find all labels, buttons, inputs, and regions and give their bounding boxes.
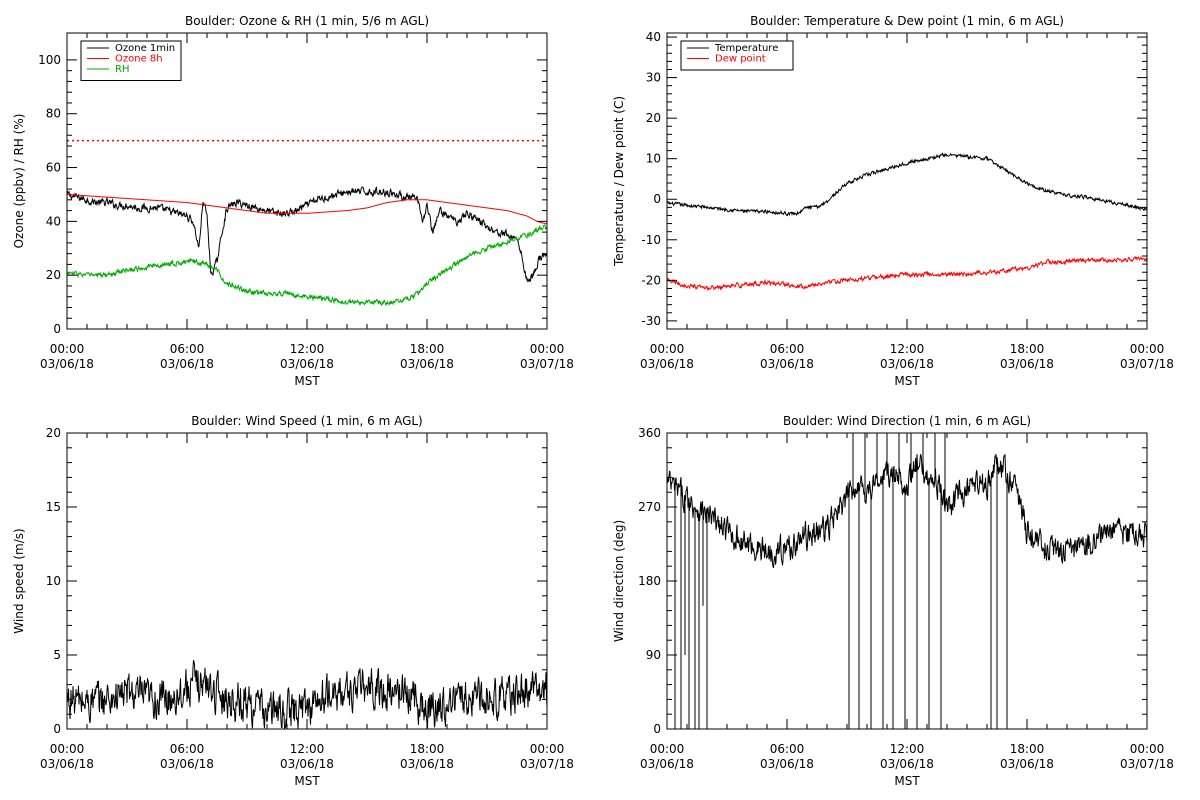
chart-title: Boulder: Wind Speed (1 min, 6 m AGL)	[191, 414, 423, 428]
x-tick-label-time: 00:00	[50, 742, 85, 756]
y-tick-label: 10	[46, 574, 61, 588]
x-tick-label-time: 18:00	[1010, 742, 1045, 756]
y-tick-label: 20	[46, 426, 61, 440]
x-tick-label-date: 03/06/18	[880, 357, 934, 371]
chart-title: Boulder: Temperature & Dew point (1 min,…	[750, 14, 1064, 28]
y-tick-label: -10	[641, 233, 661, 247]
y-axis-label: Temperature / Dew point (C)	[612, 96, 626, 267]
legend-entry: Ozone 1min	[115, 43, 175, 54]
y-tick-label: 15	[46, 500, 61, 514]
y-axis-label: Wind direction (deg)	[612, 520, 626, 642]
x-tick-label-date: 03/06/18	[880, 757, 934, 771]
x-axis-label: MST	[294, 374, 320, 388]
x-tick-label-time: 00:00	[650, 342, 685, 356]
series-line-1	[67, 186, 547, 284]
x-tick-label-time: 12:00	[890, 342, 925, 356]
chart-panel-1: Boulder: Ozone & RH (1 min, 5/6 m AGL) Oz…	[12, 14, 574, 388]
y-tick-label: 40	[46, 214, 61, 228]
y-tick-label: 80	[46, 107, 61, 121]
x-tick-label-time: 06:00	[170, 742, 205, 756]
y-tick-label: 0	[53, 722, 61, 736]
x-tick-label-date: 03/06/18	[280, 357, 334, 371]
y-tick-label: 20	[46, 268, 61, 282]
x-tick-label-time: 00:00	[1130, 342, 1165, 356]
chart-panel-4: Boulder: Wind Direction (1 min, 6 m AGL)…	[612, 414, 1174, 788]
series-line-1	[67, 660, 547, 729]
y-tick-label: 60	[46, 161, 61, 175]
x-axis-label: MST	[894, 774, 920, 788]
x-tick-label-date: 03/07/18	[1120, 357, 1174, 371]
x-tick-label-date: 03/06/18	[400, 357, 454, 371]
x-tick-label-time: 06:00	[170, 342, 205, 356]
y-tick-label: 0	[653, 722, 661, 736]
y-axis-label: Wind speed (m/s)	[12, 528, 26, 633]
y-tick-label: -20	[641, 273, 661, 287]
y-tick-label: 90	[646, 648, 661, 662]
legend-entry: Temperature	[714, 43, 778, 54]
chart-panel-3: Boulder: Wind Speed (1 min, 6 m AGL) Wind…	[12, 414, 574, 788]
x-tick-label-date: 03/06/18	[400, 757, 454, 771]
x-tick-label-date: 03/06/18	[1000, 357, 1054, 371]
chart-panel-2: Boulder: Temperature & Dew point (1 min,…	[612, 14, 1174, 388]
y-tick-label: -30	[641, 314, 661, 328]
y-axis-label: Ozone (ppbv) / RH (%)	[12, 114, 26, 249]
x-tick-label-time: 18:00	[410, 342, 445, 356]
y-tick-label: 180	[638, 574, 661, 588]
x-tick-label-date: 03/07/18	[520, 357, 574, 371]
x-tick-label-time: 00:00	[530, 342, 565, 356]
legend-entry: Ozone 8h	[115, 54, 163, 65]
legend-entry: Dew point	[715, 54, 766, 65]
x-tick-label-time: 18:00	[1010, 342, 1045, 356]
x-tick-label-date: 03/07/18	[1120, 757, 1174, 771]
x-tick-label-date: 03/07/18	[520, 757, 574, 771]
y-tick-label: 270	[638, 500, 661, 514]
y-tick-label: 100	[38, 53, 61, 67]
x-tick-label-date: 03/06/18	[640, 757, 694, 771]
y-tick-label: 10	[646, 152, 661, 166]
x-tick-label-time: 12:00	[890, 742, 925, 756]
plot-frame	[666, 432, 1148, 730]
x-tick-label-time: 12:00	[290, 742, 325, 756]
x-tick-label-date: 03/06/18	[280, 757, 334, 771]
x-tick-label-date: 03/06/18	[160, 757, 214, 771]
series-line-3	[67, 224, 547, 307]
x-tick-label-date: 03/06/18	[40, 357, 94, 371]
x-tick-label-time: 00:00	[50, 342, 85, 356]
legend-box	[680, 40, 794, 71]
x-tick-label-time: 12:00	[290, 342, 325, 356]
x-tick-label-date: 03/06/18	[1000, 757, 1054, 771]
x-tick-label-time: 00:00	[530, 742, 565, 756]
series-line-2	[667, 255, 1147, 292]
x-tick-label-time: 00:00	[1130, 742, 1165, 756]
y-tick-label: 40	[646, 30, 661, 44]
x-tick-label-date: 03/06/18	[760, 357, 814, 371]
x-axis-label: MST	[294, 774, 320, 788]
x-tick-label-date: 03/06/18	[760, 757, 814, 771]
y-tick-label: 360	[638, 426, 661, 440]
chart-title: Boulder: Ozone & RH (1 min, 5/6 m AGL)	[185, 14, 429, 28]
legend-entry: RH	[115, 64, 129, 75]
series-line-1	[667, 152, 1147, 217]
series-line-2	[67, 194, 547, 225]
series-line-1	[667, 433, 1147, 729]
y-tick-label: 0	[653, 192, 661, 206]
y-tick-label: 0	[53, 322, 61, 336]
x-tick-label-date: 03/06/18	[40, 757, 94, 771]
y-tick-label: 30	[646, 71, 661, 85]
y-tick-label: 20	[646, 111, 661, 125]
x-tick-label-time: 18:00	[410, 742, 445, 756]
x-tick-label-date: 03/06/18	[160, 357, 214, 371]
x-tick-label-time: 06:00	[770, 742, 805, 756]
x-axis-label: MST	[894, 374, 920, 388]
x-tick-label-date: 03/06/18	[640, 357, 694, 371]
x-tick-label-time: 00:00	[650, 742, 685, 756]
chart-title: Boulder: Wind Direction (1 min, 6 m AGL)	[783, 414, 1031, 428]
y-tick-label: 5	[53, 648, 61, 662]
x-tick-label-time: 06:00	[770, 342, 805, 356]
